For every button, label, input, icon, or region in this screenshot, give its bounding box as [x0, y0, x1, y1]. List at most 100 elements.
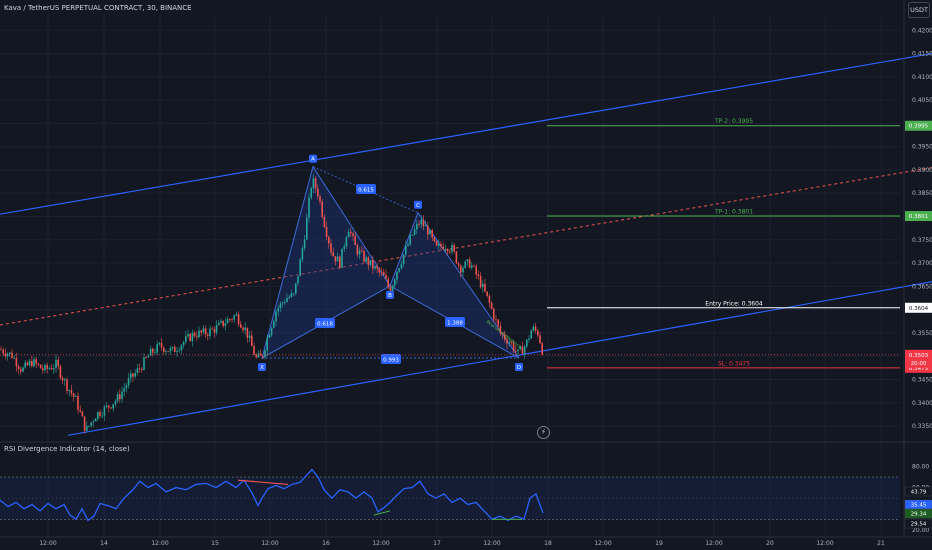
currency-button[interactable]: USDT [908, 2, 930, 18]
candle-body [167, 351, 169, 353]
candle-body [255, 354, 257, 358]
level-label: TP-1: 0.3801 [714, 209, 753, 216]
candle-body [365, 257, 367, 262]
candle-body [13, 357, 15, 359]
candle-body [15, 357, 18, 367]
candle-body [457, 263, 460, 266]
candle-body [251, 335, 253, 347]
candle-body [57, 359, 59, 367]
candle-body [488, 295, 491, 303]
candle-body [347, 231, 350, 238]
time-axis-tick: 12:00 [705, 540, 722, 547]
candle-body [427, 225, 429, 235]
candle-body [66, 379, 68, 391]
pattern-ratio-label: 0.993 [383, 358, 399, 364]
candle-body [402, 254, 405, 264]
candle-body [127, 378, 130, 386]
candle-body [191, 332, 194, 342]
time-axis-tick: 20 [766, 540, 774, 547]
candle-body [398, 268, 400, 272]
candle-body [389, 287, 392, 294]
candle-body [116, 394, 119, 401]
candle-body [284, 302, 286, 303]
candle-body [336, 256, 339, 262]
candle-body [143, 357, 145, 370]
candle-body [451, 245, 453, 252]
candle-body [440, 243, 442, 247]
candle-body [4, 353, 7, 357]
candle-body [83, 416, 86, 431]
current-price-badge [905, 349, 932, 368]
candle-body [330, 243, 332, 253]
candle-body [268, 335, 271, 338]
candle-body [444, 249, 447, 250]
price-axis-level-badge [905, 120, 932, 131]
candle-body [420, 219, 422, 225]
candle-body [506, 339, 508, 344]
candle-body [416, 223, 418, 230]
candle-body [334, 256, 337, 262]
candle-body [169, 348, 172, 352]
candle-body [429, 230, 431, 235]
candle-body [119, 394, 121, 400]
candle-body [145, 357, 147, 359]
candle-body [358, 250, 361, 255]
candle-body [270, 327, 273, 336]
candle-body [90, 422, 92, 426]
candle-body [363, 251, 365, 262]
candle-body [77, 396, 79, 411]
candle-body [534, 326, 537, 331]
candle-body [182, 342, 185, 346]
candle-body [396, 271, 398, 280]
channel-mid-line [0, 167, 932, 326]
candle-body [471, 265, 473, 268]
candle-body [92, 421, 95, 423]
candle-body [537, 330, 539, 336]
rsi-axis-badge-text: 35.45 [911, 503, 927, 509]
price-axis-level-text: 0.3475 [909, 366, 929, 372]
price-axis-level-text: 0.3801 [909, 214, 928, 220]
candle-body [114, 400, 117, 405]
price-axis-tick: 0.3750 [912, 237, 932, 244]
candle-body [86, 425, 88, 431]
candle-body [165, 351, 167, 353]
price-axis-tick: 0.4150 [912, 51, 932, 58]
time-axis-tick: 17 [433, 540, 441, 547]
lightning-icon[interactable]: ⚡ [537, 426, 550, 439]
pattern-point-label-bg [386, 290, 394, 299]
candle-body [356, 245, 359, 255]
time-axis-tick: 12:00 [151, 540, 168, 547]
candle-body [2, 349, 4, 354]
rsi-axis-tick: 20.00 [912, 527, 929, 534]
channel-upper-line [0, 52, 932, 215]
candle-body [215, 325, 218, 333]
candle-body [541, 343, 543, 355]
candle-body [224, 323, 227, 326]
candle-body [413, 229, 416, 235]
price-axis-tick: 0.3350 [912, 423, 932, 430]
candle-body [33, 359, 35, 367]
candle-body [70, 389, 73, 394]
candle-body [226, 319, 229, 324]
candle-body [0, 349, 2, 351]
chart-title: Kava / TetherUS PERPETUAL CONTRACT, 30, … [4, 4, 192, 12]
candle-body [479, 276, 482, 288]
candle-body [484, 283, 486, 292]
candle-body [332, 252, 334, 257]
candle-body [345, 237, 348, 247]
candle-body [464, 261, 466, 268]
candle-body [310, 188, 312, 198]
candle-body [37, 363, 40, 365]
candle-body [213, 328, 216, 333]
candle-body [405, 246, 407, 255]
candle-body [53, 367, 55, 370]
candle-body [521, 346, 524, 354]
candle-body [367, 257, 370, 266]
price-axis-tick: 0.3400 [912, 400, 932, 407]
candle-body [468, 259, 471, 268]
candle-body [394, 279, 396, 286]
level-label: SL: 0.3475 [718, 360, 750, 367]
candle-body [517, 349, 519, 351]
